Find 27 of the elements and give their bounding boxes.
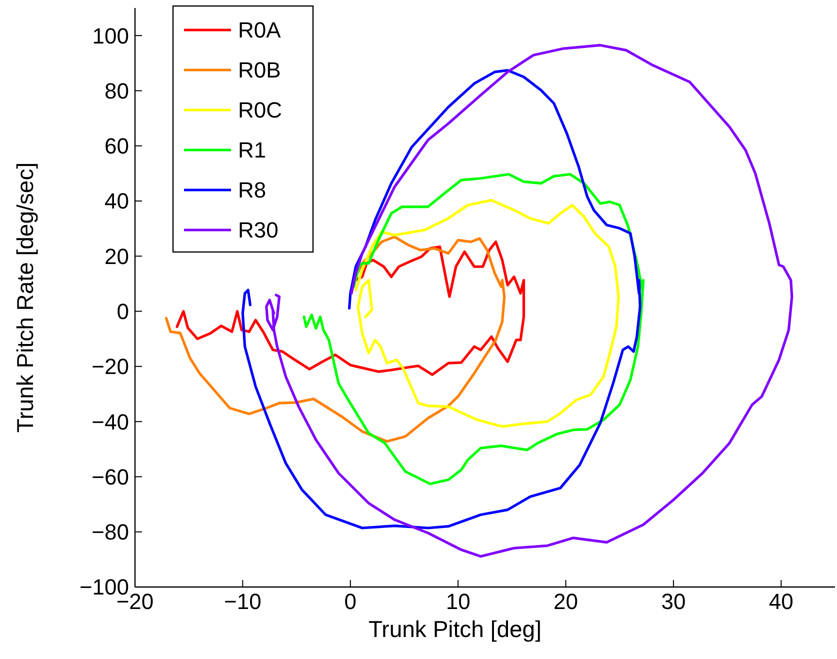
legend-label: R0B	[238, 58, 281, 83]
line-series	[176, 240, 526, 376]
x-tick-label: 40	[768, 589, 794, 614]
legend-label: R1	[238, 138, 266, 163]
legend-label: R30	[238, 218, 278, 243]
y-tick-label: 40	[104, 188, 129, 214]
legend-label: R0C	[238, 98, 282, 123]
y-tick-label: 100	[92, 23, 129, 48]
y-axis-title: Trunk Pitch Rate [deg/sec]	[12, 162, 38, 433]
line-series	[354, 198, 620, 428]
y-tick-label: 60	[104, 134, 129, 159]
x-tick-label: 10	[446, 589, 470, 614]
x-tick-label: 30	[661, 589, 686, 614]
y-tick-label: −80	[92, 520, 129, 545]
x-tick-label: 20	[554, 589, 578, 614]
y-tick-label: 0	[116, 298, 129, 324]
x-tick-label: −10	[224, 589, 262, 614]
y-tick-label: −60	[92, 464, 129, 490]
y-tick-label: 20	[104, 244, 129, 269]
legend-label: R8	[238, 178, 266, 203]
y-tick-label: −20	[92, 354, 129, 380]
x-axis-title: Trunk Pitch [deg]	[368, 616, 542, 642]
y-tick-label: −40	[92, 409, 129, 434]
line-series	[302, 172, 645, 486]
x-tick-label: 0	[344, 589, 357, 614]
legend-label: R0A	[238, 18, 282, 43]
y-tick-label: 80	[104, 78, 129, 104]
